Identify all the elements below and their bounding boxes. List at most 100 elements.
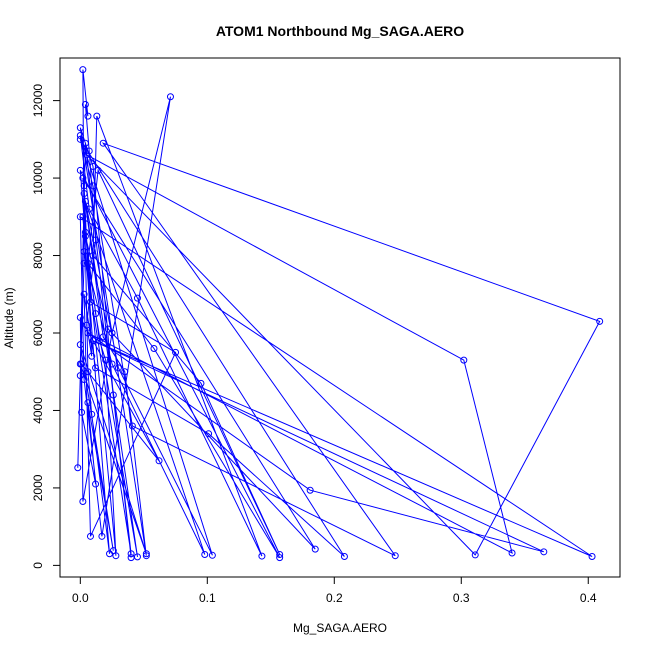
data-point [80, 182, 88, 190]
series-mg-saga-aero [74, 66, 604, 562]
data-point [81, 100, 89, 108]
data-point [102, 356, 110, 364]
data-point [109, 391, 117, 399]
data-point [86, 532, 94, 540]
data-point [88, 410, 96, 418]
data-point [108, 329, 116, 337]
data-point [80, 259, 88, 267]
data-point [596, 317, 604, 325]
y-tick-label: 8000 [31, 242, 45, 269]
x-axis: 0.0 0.1 0.2 0.3 0.4 [72, 576, 597, 605]
y-tick-label: 12000 [31, 84, 45, 118]
data-point [340, 552, 348, 560]
data-point [76, 166, 84, 174]
data-point [99, 139, 107, 147]
x-tick-label: 0.1 [199, 591, 216, 605]
y-tick-label: 4000 [31, 397, 45, 424]
y-axis: 0 2000 4000 6000 8000 10000 12000 [31, 84, 61, 569]
data-point [76, 213, 84, 221]
data-point [92, 480, 100, 488]
data-point [92, 236, 100, 244]
data-point [76, 360, 84, 368]
data-point [92, 310, 100, 318]
data-point [142, 550, 150, 558]
chart-title: ATOM1 Northbound Mg_SAGA.AERO [216, 23, 464, 39]
data-point [104, 325, 112, 333]
data-point [391, 552, 399, 560]
data-point [109, 547, 117, 555]
data-point [94, 166, 102, 174]
data-point [258, 552, 266, 560]
data-point [81, 228, 89, 236]
data-point [79, 174, 87, 182]
data-point [78, 408, 86, 416]
data-point [89, 162, 97, 170]
data-point [471, 551, 479, 559]
data-point [121, 368, 129, 376]
data-point [276, 551, 284, 559]
data-point [99, 333, 107, 341]
data-point [83, 321, 91, 329]
data-point [86, 298, 94, 306]
y-tick-label: 6000 [31, 319, 45, 346]
data-point [76, 124, 84, 132]
data-point [89, 182, 97, 190]
data-point [74, 464, 82, 472]
x-tick-label: 0.0 [72, 591, 89, 605]
data-point [79, 66, 87, 74]
data-point [155, 457, 163, 465]
x-tick-label: 0.4 [580, 591, 597, 605]
data-point [540, 548, 548, 556]
data-point [81, 139, 89, 147]
data-point [79, 497, 87, 505]
data-point [76, 135, 84, 143]
data-point [93, 112, 101, 120]
x-tick-label: 0.3 [453, 591, 470, 605]
data-point [127, 554, 135, 562]
data-point [127, 550, 135, 558]
data-point [89, 337, 97, 345]
data-point [84, 329, 92, 337]
data-point [81, 232, 89, 240]
data-point [460, 356, 468, 364]
data-point [508, 549, 516, 557]
data-point [276, 554, 284, 562]
data-point [208, 551, 216, 559]
data-point [197, 379, 205, 387]
data-point [92, 364, 100, 372]
data-point [166, 93, 174, 101]
data-point [76, 341, 84, 349]
data-point [76, 314, 84, 321]
data-point [98, 532, 106, 540]
data-point [83, 151, 91, 159]
data-point [172, 348, 180, 356]
data-point [80, 190, 88, 198]
data-point [89, 252, 97, 260]
data-point [80, 375, 88, 383]
data-point [84, 368, 92, 376]
y-tick-label: 10000 [31, 161, 45, 195]
x-tick-label: 0.2 [326, 591, 343, 605]
data-point [88, 352, 96, 360]
data-point [306, 486, 314, 494]
data-point [108, 360, 116, 368]
x-axis-label: Mg_SAGA.AERO [293, 621, 387, 635]
data-point [114, 364, 122, 372]
data-point [588, 552, 596, 560]
data-point [133, 294, 141, 302]
data-point [142, 552, 150, 560]
data-point [85, 205, 93, 213]
data-point [81, 197, 89, 205]
data-point [84, 112, 92, 120]
data-point [84, 259, 92, 267]
y-tick-label: 2000 [31, 474, 45, 501]
y-tick-label: 0 [31, 562, 45, 569]
data-point [76, 372, 84, 380]
data-point [80, 248, 88, 256]
data-point [201, 551, 209, 559]
data-point [76, 131, 84, 139]
y-axis-label: Altitude (m) [2, 287, 16, 348]
data-point [205, 430, 213, 438]
data-point [84, 399, 92, 407]
